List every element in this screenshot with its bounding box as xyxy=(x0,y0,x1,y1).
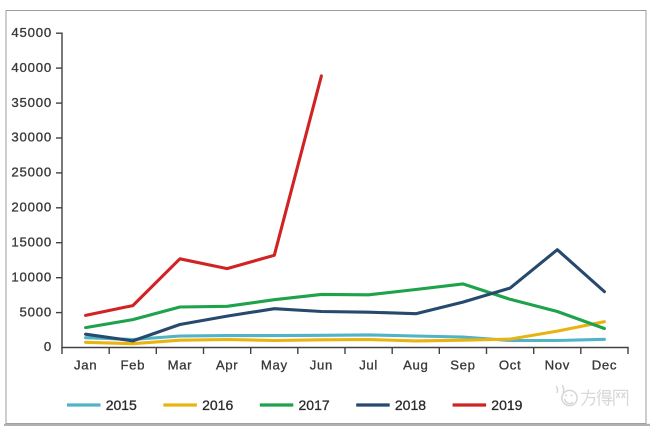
svg-text:5000: 5000 xyxy=(19,304,52,319)
svg-text:10000: 10000 xyxy=(11,269,52,284)
svg-text:Jul: Jul xyxy=(359,358,378,373)
svg-text:Jan: Jan xyxy=(74,358,97,373)
svg-text:20000: 20000 xyxy=(11,200,52,215)
svg-text:Sep: Sep xyxy=(450,358,475,373)
svg-text:Oct: Oct xyxy=(499,358,521,373)
svg-text:2015: 2015 xyxy=(106,397,137,413)
svg-text:0: 0 xyxy=(44,339,52,354)
svg-text:45000: 45000 xyxy=(11,25,52,40)
svg-text:Apr: Apr xyxy=(216,358,238,373)
svg-text:Feb: Feb xyxy=(120,358,145,373)
svg-text:2019: 2019 xyxy=(491,397,522,413)
svg-text:30000: 30000 xyxy=(11,130,52,145)
svg-text:Jun: Jun xyxy=(310,358,333,373)
svg-text:2018: 2018 xyxy=(395,397,426,413)
svg-text:Aug: Aug xyxy=(403,358,428,373)
svg-text:Nov: Nov xyxy=(545,358,570,373)
svg-text:May: May xyxy=(261,358,288,373)
svg-text:Mar: Mar xyxy=(168,358,193,373)
svg-text:15000: 15000 xyxy=(11,234,52,249)
svg-text:40000: 40000 xyxy=(11,60,52,75)
svg-text:Dec: Dec xyxy=(592,358,617,373)
svg-text:2016: 2016 xyxy=(202,397,233,413)
svg-text:2017: 2017 xyxy=(299,397,330,413)
svg-text:25000: 25000 xyxy=(11,165,52,180)
svg-text:35000: 35000 xyxy=(11,95,52,110)
